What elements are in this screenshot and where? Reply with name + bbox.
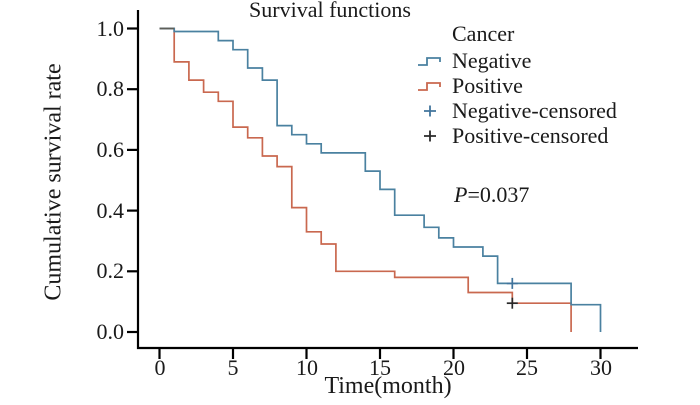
- x-tick-label: 30: [590, 355, 612, 380]
- step-line-icon: [418, 81, 441, 91]
- axes: [127, 10, 638, 359]
- x-tick-label: 0: [154, 355, 166, 380]
- p-value-number: =0.037: [467, 182, 530, 207]
- chart-title: Survival functions: [249, 0, 411, 22]
- legend-item-negative-censored: Negative-censored: [417, 98, 617, 123]
- censor-marks: [506, 277, 518, 309]
- y-tick-label: 0.4: [96, 198, 125, 223]
- legend-item-negative: Negative: [417, 48, 617, 73]
- legend-item-positive: Positive: [417, 73, 617, 98]
- step-line-icon: [418, 56, 441, 66]
- legend-item-positive-censored: Positive-censored: [417, 123, 617, 148]
- x-tick-label: 25: [516, 355, 538, 380]
- positive-censored-mark: [506, 297, 518, 309]
- x-tick-label: 5: [227, 355, 239, 380]
- negative-survival-curve: [159, 27, 602, 332]
- y-tick-label: 0.8: [96, 76, 125, 101]
- y-tick-label: 0.2: [96, 258, 125, 283]
- y-tick-label: 0.6: [96, 137, 125, 162]
- legend-item-label: Positive-censored: [452, 123, 609, 148]
- legend-item-label: Negative-censored: [452, 98, 617, 123]
- legend-title: Cancer: [452, 21, 515, 46]
- p-value-symbol: P: [454, 182, 468, 207]
- plus-censored-icon: [424, 105, 436, 116]
- x-tick-label: 10: [296, 355, 318, 380]
- legend-item-label: Positive: [452, 73, 523, 98]
- legend-items: Negative Positive Negative-censored Positiv…: [417, 48, 617, 148]
- plus-censored-icon: [424, 130, 436, 141]
- y-axis-label: Cumulative survival rate: [40, 63, 67, 301]
- p-value-annotation: P=0.037: [454, 182, 529, 208]
- negative-censored-mark: [506, 277, 518, 289]
- x-axis-label: Time(month): [324, 373, 452, 399]
- y-tick-label: 1.0: [96, 16, 125, 41]
- positive-survival-curve: [159, 27, 572, 332]
- legend: Cancer Negative Positive Negative-censored…: [417, 20, 617, 148]
- x-tick-label: 15: [369, 355, 391, 380]
- legend-item-label: Negative: [452, 48, 532, 73]
- y-tick-label: 0.0: [96, 319, 125, 344]
- x-tick-label: 20: [443, 355, 465, 380]
